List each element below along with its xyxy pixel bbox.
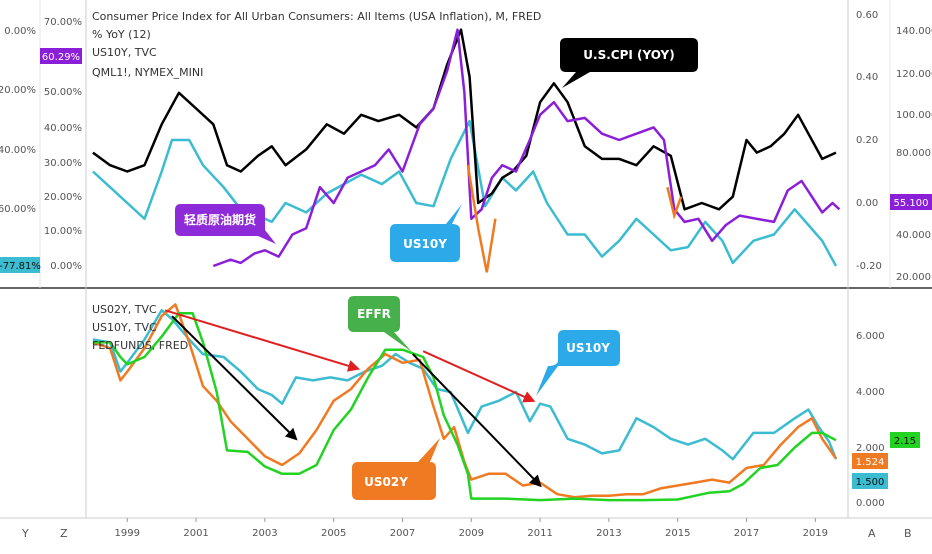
left2-tick-label: 50.00% [44, 87, 82, 98]
right2-tick-label: 140.000 [896, 26, 932, 37]
right1-tick-label: 0.00 [856, 198, 878, 209]
badge-cyan [852, 473, 888, 489]
corner-y[interactable]: Y [21, 527, 29, 540]
badges-bottom: 2.15 1.524 1.500 [852, 432, 920, 489]
corner-z[interactable]: Z [60, 527, 68, 540]
legend-us10y-bottom: US10Y, TVC [92, 321, 157, 334]
x-tick-label: 2015 [665, 528, 690, 539]
callout-oil-text: 轻质原油期货 [184, 212, 256, 227]
callout-effr: EFFR [348, 296, 412, 352]
x-tick-label: 1999 [115, 528, 140, 539]
legend-us02y: US02Y, TVC [92, 303, 157, 316]
legend-yoy: % YoY (12) [92, 28, 151, 41]
right1-tick-label: 0.40 [856, 72, 878, 83]
left1-tick-label: -40.00% [0, 145, 36, 156]
left2-tick-label: 30.00% [44, 158, 82, 169]
right2-tick-label: 20.000 [896, 272, 931, 283]
badge-orange [852, 453, 888, 469]
legend-fedfunds: FEDFUNDS, FRED [92, 339, 188, 352]
badges-top: 60.29% -77.81% 55.100 [0, 48, 932, 273]
legend-oil: QML1!, NYMEX_MINI [92, 66, 203, 79]
badge-green [890, 432, 920, 448]
top-panel-series [92, 28, 841, 273]
left2-tick-label: 20.00% [44, 192, 82, 203]
badge-left-cyan-text: -77.81% [0, 261, 41, 272]
callout-effr-text: EFFR [357, 307, 391, 321]
callout-us10y-bottom-text: US10Y [566, 341, 610, 355]
left2-tick-label: 10.00% [44, 226, 82, 237]
oil-dip-2009 [466, 164, 497, 273]
badge-right-purple [890, 194, 932, 210]
right2-tick-label: 100.000 [896, 110, 932, 121]
bottom-legend: US02Y, TVC US10Y, TVC FEDFUNDS, FRED [92, 303, 188, 352]
legend-us10y: US10Y, TVC [92, 46, 157, 59]
x-tick-label: 2019 [803, 528, 828, 539]
us02y-line [92, 303, 838, 499]
badge-green-text: 2.15 [894, 436, 916, 447]
bottom-right-tick-label: 6.000 [856, 331, 885, 342]
badge-left-cyan [0, 257, 40, 273]
callout-us02y: US02Y [352, 438, 440, 500]
callout-cpi: U.S.CPI (YOY) [560, 38, 698, 88]
x-axis-years: 1999 2001 2003 2005 2007 2009 2011 2013 2015 2017… [115, 518, 828, 539]
oil-futures-line [212, 28, 841, 268]
corner-labels: Y Z A B [21, 527, 912, 540]
callout-oil: 轻质原油期货 [175, 204, 276, 244]
trend-arrow-red-2 [422, 350, 536, 403]
x-tick-label: 2003 [252, 528, 277, 539]
badge-left-purple [40, 48, 82, 64]
left2-tick-label: 70.00% [44, 17, 82, 28]
oil-dip-2015 [666, 186, 683, 220]
badge-orange-text: 1.524 [856, 457, 885, 468]
right1-tick-label: 0.60 [856, 10, 878, 21]
corner-b[interactable]: B [904, 527, 912, 540]
callout-cpi-text: U.S.CPI (YOY) [583, 48, 674, 62]
callout-us02y-text: US02Y [364, 475, 408, 489]
x-tick-label: 2009 [459, 528, 484, 539]
right2-tick-label: 80.000 [896, 148, 931, 159]
legend-cpi: Consumer Price Index for All Urban Consu… [92, 10, 541, 23]
left1-tick-label: -60.00% [0, 204, 36, 215]
right-axis-us10y-top: 0.60 0.40 0.20 0.00 -0.20 [856, 10, 882, 272]
top-legend: Consumer Price Index for All Urban Consu… [92, 10, 541, 79]
callout-us10y-top-text: US10Y [403, 237, 447, 251]
bottom-panel-series [92, 303, 838, 502]
right2-tick-label: 40.000 [896, 230, 931, 241]
fedfunds-line [92, 311, 837, 502]
bottom-right-tick-label: 0.000 [856, 498, 885, 509]
right-axis-oil-price: 140.000 120.000 100.000 80.000 40.000 20.000 [896, 26, 932, 283]
right1-tick-label: -0.20 [856, 261, 882, 272]
right1-tick-label: 0.20 [856, 135, 878, 146]
left-axis-percent-outer: 0.00% -20.00% -40.00% -60.00% [0, 26, 36, 215]
callout-us10y-bottom: US10Y [536, 330, 620, 396]
x-tick-label: 2001 [183, 528, 208, 539]
badge-cyan-text: 1.500 [856, 477, 885, 488]
x-tick-label: 2005 [321, 528, 346, 539]
bottom-right-tick-label: 4.000 [856, 387, 885, 398]
bottom-right-tick-label: 2.000 [856, 443, 885, 454]
trend-arrow-black-2 [412, 353, 542, 488]
trend-arrow-black-1 [171, 315, 298, 441]
x-tick-label: 2011 [527, 528, 552, 539]
x-tick-label: 2013 [596, 528, 621, 539]
corner-a[interactable]: A [868, 527, 876, 540]
right-axis-rates: 6.000 4.000 2.000 0.000 [856, 331, 885, 509]
left-axis-percent-inner: 70.00% 50.00% 40.00% 30.00% 20.00% 10.00% 0.00… [44, 17, 82, 272]
left2-tick-label: 0.00% [50, 261, 82, 272]
left1-tick-label: -20.00% [0, 85, 36, 96]
badge-right-purple-text: 55.100 [894, 198, 929, 209]
panel-borders [0, 0, 932, 519]
badge-left-purple-text: 60.29% [42, 52, 80, 63]
x-tick-label: 2007 [390, 528, 415, 539]
trend-arrow-red-1 [164, 309, 361, 372]
right2-tick-label: 120.000 [896, 69, 932, 80]
trend-arrows [164, 309, 542, 488]
left2-tick-label: 40.00% [44, 123, 82, 134]
left1-tick-label: 0.00% [4, 26, 36, 37]
callout-us10y-top: US10Y [390, 204, 462, 262]
x-tick-label: 2017 [734, 528, 759, 539]
